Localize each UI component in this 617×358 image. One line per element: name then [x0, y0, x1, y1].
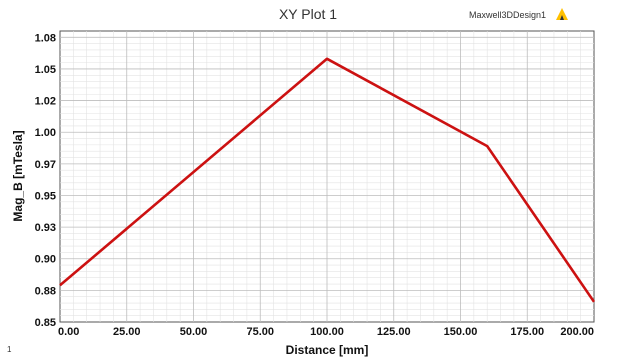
y-tick-label: 0.90	[35, 254, 56, 266]
x-tick-label: 75.00	[246, 326, 274, 338]
x-tick-label: 50.00	[180, 326, 208, 338]
grid-lines	[60, 31, 594, 322]
x-axis-ticks: 0.00 25.00 50.00 75.00 100.00 125.00 150.00 175…	[58, 326, 594, 338]
x-tick-label: 125.00	[377, 326, 411, 338]
y-tick-label: 1.08	[35, 32, 56, 44]
y-tick-label: 1.00	[35, 127, 56, 139]
y-tick-label: 0.88	[35, 285, 56, 297]
design-name-label: Maxwell3DDesign1	[469, 10, 546, 20]
x-tick-label: 175.00	[510, 326, 544, 338]
series-group	[59, 57, 596, 303]
x-tick-label: 200.00	[560, 326, 594, 338]
plot-title: XY Plot 1	[279, 6, 337, 22]
y-tick-label: 1.02	[35, 96, 56, 108]
y-tick-label: 0.93	[35, 222, 56, 234]
y-tick-label: 0.95	[35, 190, 56, 202]
y-tick-label: 0.97	[35, 159, 56, 171]
ansys-logo-icon	[556, 8, 568, 20]
y-tick-label: 1.05	[35, 64, 56, 76]
x-tick-label: 150.00	[444, 326, 478, 338]
x-tick-label: 0.00	[58, 326, 79, 338]
y-tick-label: 0.85	[35, 317, 56, 329]
y-axis-ticks: 0.85 0.88 0.90 0.93 0.95 0.97 1.00 1.02 1.05 1.08	[35, 32, 56, 329]
x-tick-label: 100.00	[310, 326, 344, 338]
x-axis-label: Distance [mm]	[286, 343, 369, 357]
series-line	[59, 57, 596, 303]
y-axis-label: Mag_B [mTesla]	[11, 130, 25, 221]
x-tick-label: 25.00	[113, 326, 141, 338]
corner-label: 1	[7, 345, 12, 354]
